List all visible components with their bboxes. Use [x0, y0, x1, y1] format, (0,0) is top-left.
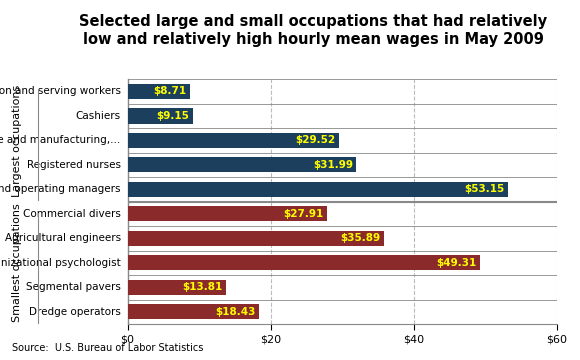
Text: $27.91: $27.91	[284, 209, 324, 219]
Text: $49.31: $49.31	[437, 258, 477, 268]
Bar	[128, 133, 339, 148]
Bar	[128, 304, 259, 319]
Text: $35.89: $35.89	[340, 233, 380, 243]
Bar	[128, 108, 193, 123]
Bar	[128, 206, 327, 221]
Text: $8.71: $8.71	[153, 86, 186, 96]
Text: $29.52: $29.52	[295, 135, 335, 145]
Bar	[128, 182, 508, 197]
Text: Largest occupations: Largest occupations	[12, 84, 23, 197]
Bar	[128, 280, 226, 295]
Text: $13.81: $13.81	[183, 282, 223, 292]
Bar	[128, 231, 385, 246]
Bar	[128, 84, 190, 99]
Bar	[128, 157, 357, 172]
Text: $31.99: $31.99	[313, 160, 353, 170]
Text: Smallest occupations: Smallest occupations	[12, 203, 23, 322]
Text: $53.15: $53.15	[464, 184, 504, 194]
Text: $18.43: $18.43	[216, 307, 256, 317]
Text: Source:  U.S. Bureau of Labor Statistics: Source: U.S. Bureau of Labor Statistics	[12, 343, 203, 353]
Text: $9.15: $9.15	[157, 111, 190, 121]
Text: Selected large and small occupations that had relatively
low and relatively high: Selected large and small occupations tha…	[79, 14, 548, 47]
Bar	[128, 255, 480, 270]
